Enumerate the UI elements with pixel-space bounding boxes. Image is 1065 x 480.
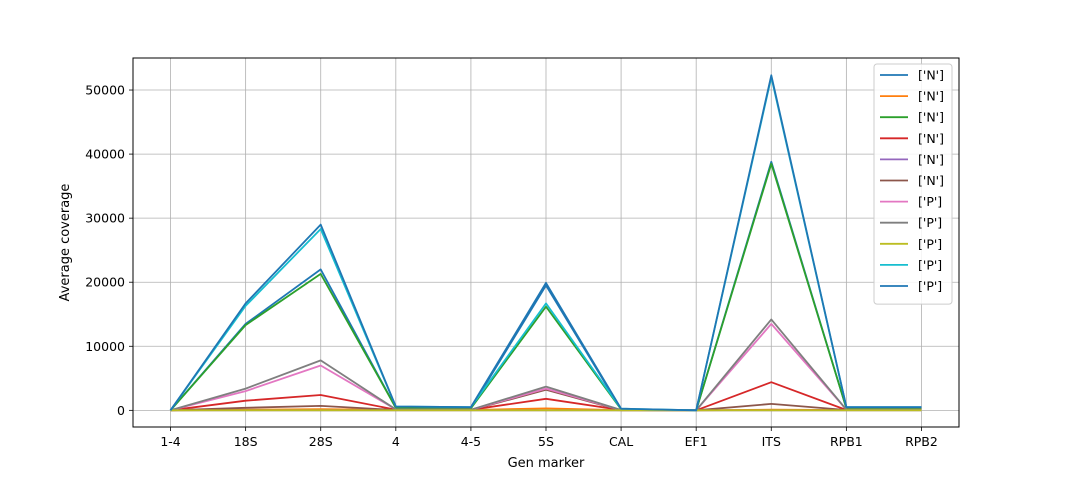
y-tick-label: 50000 <box>85 83 125 98</box>
legend-label: ['N'] <box>918 152 944 167</box>
series-line-6 <box>170 388 922 412</box>
x-tick-label: 1-4 <box>160 434 180 449</box>
x-axis-ticks: 1-4 18S 28S 4 4-5 5S CAL EF1 ITS RPB1 RPB2 <box>160 427 938 449</box>
y-tick-label: 0 <box>117 403 125 418</box>
y-axis-ticks: 0 10000 20000 30000 40000 50000 <box>85 83 133 418</box>
y-axis-label: Average coverage <box>58 184 73 302</box>
series-line-4 <box>170 381 922 412</box>
legend-label: ['N'] <box>918 173 944 188</box>
legend-label: ['N'] <box>918 110 944 125</box>
series-line-3 <box>169 162 922 412</box>
legend-label: ['P'] <box>918 236 942 251</box>
x-tick-label: ITS <box>762 434 781 449</box>
y-tick-label: 20000 <box>85 275 125 290</box>
y-tick-label: 30000 <box>85 211 125 226</box>
series-line-11 <box>169 74 922 412</box>
y-tick-label: 10000 <box>85 339 125 354</box>
legend-label: ['N'] <box>918 131 944 146</box>
series-lines <box>169 74 922 412</box>
x-axis-label: Gen marker <box>508 456 585 471</box>
legend-label: ['P'] <box>918 194 942 209</box>
series-line-7 <box>170 322 922 412</box>
legend-label: ['N'] <box>918 89 944 104</box>
legend-label: ['N'] <box>918 68 944 83</box>
x-tick-label: RPB2 <box>905 434 938 449</box>
x-tick-label: 5S <box>538 434 554 449</box>
x-tick-label: 18S <box>234 434 258 449</box>
x-tick-label: 28S <box>309 434 333 449</box>
x-tick-label: EF1 <box>685 434 708 449</box>
x-tick-label: 4-5 <box>461 434 481 449</box>
legend-label: ['P'] <box>918 257 942 272</box>
y-tick-label: 40000 <box>85 147 125 162</box>
legend-label: ['P'] <box>918 215 942 230</box>
legend-label: ['P'] <box>918 279 942 294</box>
series-line-8 <box>170 318 922 412</box>
x-tick-label: RPB1 <box>830 434 863 449</box>
legend: ['N'] ['N'] ['N'] ['N'] ['N'] ['N'] ['P'] ['P']… <box>873 63 953 305</box>
x-tick-label: 4 <box>392 434 400 449</box>
x-tick-label: CAL <box>609 434 633 449</box>
